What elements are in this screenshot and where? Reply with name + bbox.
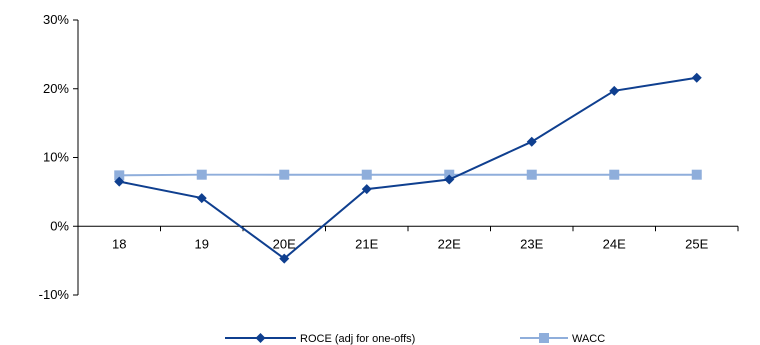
- axes: [73, 19, 739, 296]
- data-point-wacc: [609, 169, 620, 180]
- series-line-wacc: [119, 173, 697, 177]
- data-point-roce-adj-for-one-offs: [114, 176, 125, 187]
- y-tick-label: 30%: [43, 12, 69, 27]
- x-tick-label: 20E: [273, 236, 296, 251]
- series-line-roce-adj-for-one-offs: [119, 76, 697, 260]
- legend-swatch-marker: [539, 333, 549, 343]
- data-point-wacc: [691, 169, 702, 180]
- x-tick-label: 18: [112, 236, 126, 251]
- series-roce-adj-for-one-offs: [114, 72, 702, 264]
- legend-item-roce-adj-for-one-offs: ROCE (adj for one-offs): [225, 333, 415, 345]
- legend-item-wacc: WACC: [520, 333, 605, 345]
- data-point-wacc: [361, 169, 372, 180]
- data-point-roce-adj-for-one-offs: [361, 184, 372, 195]
- y-tick-label: 10%: [43, 150, 69, 165]
- y-tick-label: 0%: [50, 218, 69, 233]
- data-point-roce-adj-for-one-offs: [444, 174, 455, 185]
- x-tick-label: 19: [195, 236, 209, 251]
- data-point-wacc: [114, 170, 125, 181]
- x-tick-label: 21E: [355, 236, 378, 251]
- legend-swatch-marker: [255, 333, 266, 343]
- x-tick-labels: 18 19 20E 21E 22E 23E 24E 25E: [112, 236, 709, 251]
- legend-label: WACC: [572, 333, 605, 345]
- data-point-roce-adj-for-one-offs: [691, 72, 702, 83]
- x-tick-label: 23E: [520, 236, 543, 251]
- data-point-roce-adj-for-one-offs: [609, 85, 620, 96]
- x-tick-label: 24E: [603, 236, 626, 251]
- data-point-wacc: [196, 169, 207, 180]
- data-point-roce-adj-for-one-offs: [526, 136, 537, 147]
- data-point-roce-adj-for-one-offs: [279, 253, 290, 264]
- x-tick-label: 25E: [685, 236, 708, 251]
- y-tick-labels: -10% 0% 10% 20% 30%: [39, 12, 70, 302]
- y-tick-label: 20%: [43, 81, 69, 96]
- series-layer: [114, 72, 702, 264]
- y-tick-label: -10%: [39, 287, 70, 302]
- data-point-wacc: [526, 169, 537, 180]
- series-wacc: [114, 169, 702, 181]
- legend-label: ROCE (adj for one-offs): [300, 333, 415, 345]
- x-tick-label: 22E: [438, 236, 461, 251]
- data-point-roce-adj-for-one-offs: [196, 193, 207, 204]
- data-point-wacc: [279, 169, 290, 180]
- legend: ROCE (adj for one-offs) WACC: [225, 333, 605, 345]
